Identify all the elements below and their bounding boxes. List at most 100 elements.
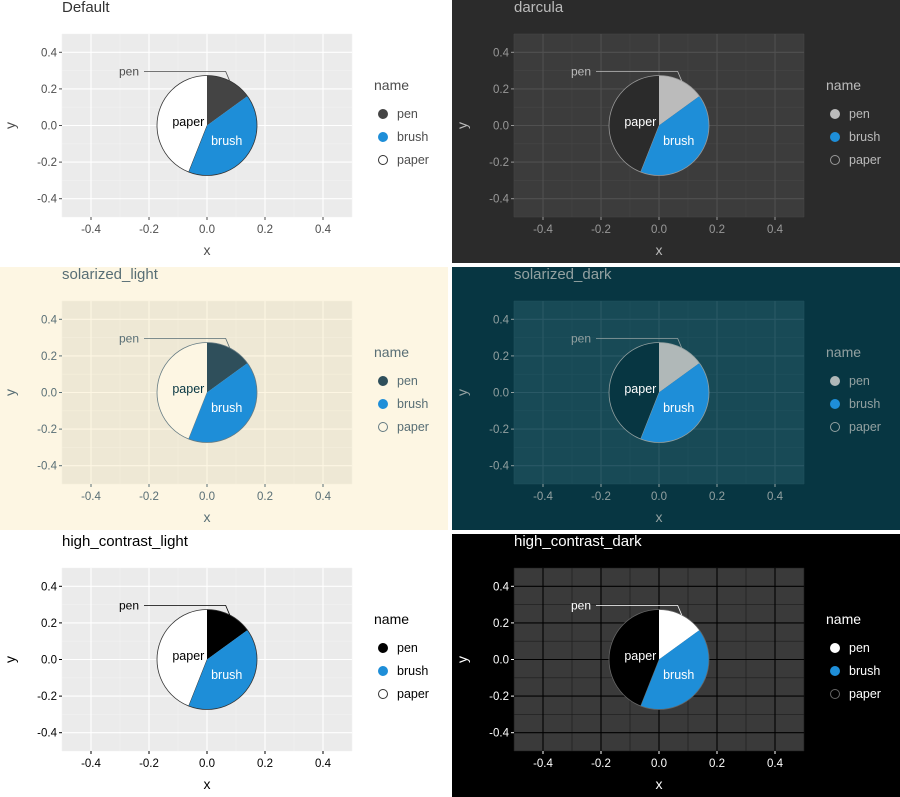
y-tick-label: 0.4 (493, 47, 510, 59)
chart-panel-high-contrast-light: -0.4 -0.2 0.0 0.2 0.4 0.4 0.2 0.0 -0.2 -0.4 x y brus… (0, 534, 448, 797)
legend-title: name (826, 77, 862, 93)
legend-label-brush: brush (397, 397, 429, 411)
pie-divider (188, 125, 208, 173)
y-tick-label: 0.4 (493, 314, 510, 326)
legend-label-paper: paper (849, 420, 881, 434)
pie-slice-brush (188, 630, 257, 710)
x-tick-label: 0.0 (199, 758, 215, 770)
y-tick-label: -0.2 (37, 157, 57, 169)
legend-key-pen (830, 643, 840, 653)
y-tick-label: 0.0 (41, 388, 57, 400)
y-axis-label: y (454, 389, 470, 396)
y-tick-label: -0.2 (489, 691, 509, 703)
slice-label-pen: pen (119, 332, 139, 346)
x-tick-label: 0.0 (651, 491, 667, 503)
x-tick-label: -0.4 (533, 224, 553, 236)
legend-label-pen: pen (397, 107, 418, 121)
pen-callout-line (596, 605, 683, 616)
y-tick-label: 0.0 (493, 388, 509, 400)
y-tick-label: 0.0 (41, 655, 57, 667)
slice-label-paper: paper (624, 649, 656, 663)
slice-label-paper: paper (172, 382, 204, 396)
chart-title: solarized_light (62, 267, 158, 283)
legend-item-paper: paper (830, 152, 881, 168)
legend-label-pen: pen (849, 107, 870, 121)
legend-key-paper (830, 155, 840, 165)
y-tick-label: -0.4 (37, 194, 57, 206)
slice-label-pen: pen (571, 332, 591, 346)
x-tick-label: 0.4 (315, 224, 332, 236)
x-tick-label: -0.4 (81, 491, 101, 503)
pie-slice-pen (207, 342, 248, 393)
legend-key-brush (830, 666, 840, 676)
y-tick-label: 0.2 (493, 84, 509, 96)
chart-panel-solarized-dark: -0.4 -0.2 0.0 0.2 0.4 0.4 0.2 0.0 -0.2 -0.4 x y brus… (452, 267, 900, 530)
legend-item-brush: brush (830, 129, 880, 145)
x-tick-label: 0.2 (257, 224, 273, 236)
x-tick-label: 0.4 (767, 758, 784, 770)
legend-item-paper: paper (378, 686, 429, 702)
legend-title: name (374, 611, 410, 627)
y-tick-label: -0.4 (489, 461, 509, 473)
pie-slice-paper (609, 342, 659, 439)
legend-key-pen (830, 109, 840, 119)
x-tick-label: 0.4 (315, 491, 332, 503)
chart-canvas: -0.4 -0.2 0.0 0.2 0.4 0.4 0.2 0.0 -0.2 -0.4 x y brus… (2, 300, 353, 525)
chart-canvas: -0.4 -0.2 0.0 0.2 0.4 0.4 0.2 0.0 -0.2 -0.4 x y brus… (2, 33, 353, 258)
x-axis-label: x (656, 242, 663, 258)
slice-label-paper: paper (172, 649, 204, 663)
pie-slice-pen (207, 609, 248, 660)
x-tick-label: -0.4 (81, 224, 101, 236)
pie-slice-pen (659, 75, 700, 126)
legend-label-brush: brush (849, 130, 881, 144)
slice-label-brush: brush (663, 668, 694, 682)
x-tick-label: 0.4 (767, 224, 784, 236)
slice-label-brush: brush (663, 401, 694, 415)
pie-slice-brush (188, 363, 257, 443)
slice-label-paper: paper (624, 115, 656, 129)
x-tick-label: 0.4 (767, 491, 784, 503)
legend-label-paper: paper (397, 687, 429, 701)
x-tick-label: 0.0 (199, 224, 215, 236)
y-tick-label: 0.2 (493, 618, 509, 630)
pie-slice-brush (640, 363, 709, 443)
y-tick-label: 0.4 (493, 581, 510, 593)
x-tick-label: 0.0 (651, 758, 667, 770)
y-tick-label: 0.2 (493, 351, 509, 363)
legend-key-pen (378, 643, 388, 653)
legend-label-pen: pen (397, 641, 418, 655)
legend-key-pen (830, 376, 840, 386)
legend-item-paper: paper (830, 419, 881, 435)
legend-label-paper: paper (849, 687, 881, 701)
pie-outline (608, 75, 710, 176)
y-tick-label: 0.4 (41, 47, 58, 59)
legend-item-paper: paper (378, 419, 429, 435)
chart-panel-solarized-light: -0.4 -0.2 0.0 0.2 0.4 0.4 0.2 0.0 -0.2 -0.4 x y brus… (0, 267, 448, 530)
x-axis-label: x (656, 509, 663, 525)
slice-label-brush: brush (211, 134, 242, 148)
x-tick-label: 0.2 (709, 491, 725, 503)
legend-key-brush (378, 666, 388, 676)
legend-key-paper (378, 155, 388, 165)
legend-label-pen: pen (397, 374, 418, 388)
legend-item-paper: paper (830, 686, 881, 702)
y-tick-label: -0.4 (489, 194, 509, 206)
slice-label-brush: brush (663, 134, 694, 148)
chart-title: darcula (514, 0, 564, 16)
x-axis-label: x (656, 776, 663, 792)
pie-slice-brush (188, 96, 257, 176)
legend-item-brush: brush (378, 129, 428, 145)
x-tick-label: 0.2 (709, 758, 725, 770)
legend-label-paper: paper (397, 153, 429, 167)
legend-title: name (826, 344, 862, 360)
legend-item-brush: brush (830, 396, 880, 412)
legend-key-paper (378, 422, 388, 432)
legend-label-paper: paper (849, 153, 881, 167)
y-tick-label: 0.2 (41, 351, 57, 363)
pie-slice-paper (609, 75, 659, 172)
y-axis-label: y (2, 656, 18, 663)
legend-key-paper (830, 422, 840, 432)
x-tick-label: -0.2 (591, 224, 611, 236)
y-tick-label: -0.2 (37, 424, 57, 436)
